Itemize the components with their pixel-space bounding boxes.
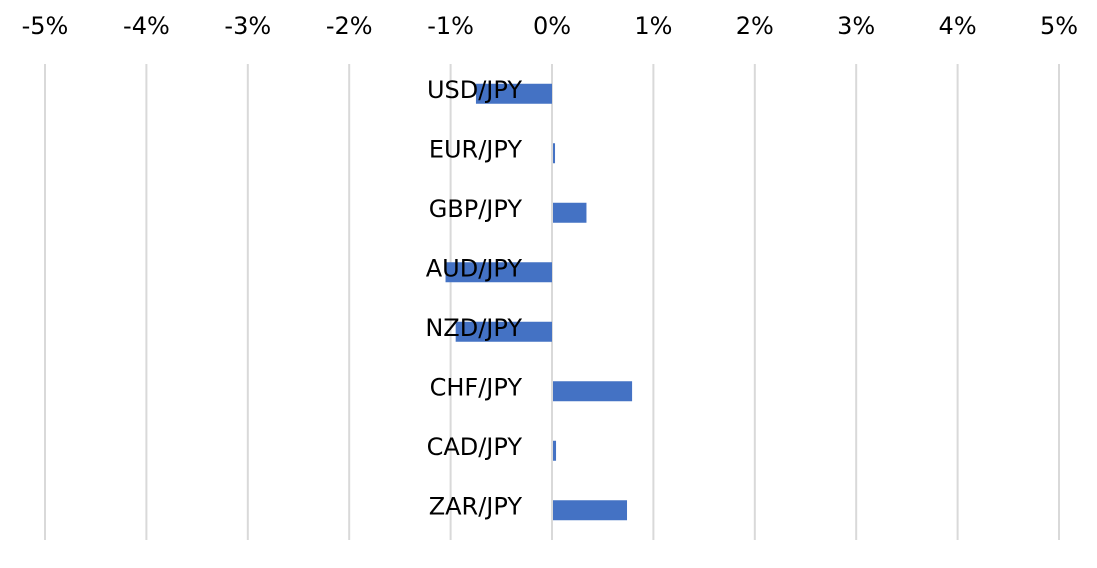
x-tick-label: -5% — [22, 12, 69, 40]
x-tick-label: -4% — [123, 12, 170, 40]
bar-zar-jpy — [553, 500, 628, 521]
category-label: GBP/JPY — [429, 195, 523, 223]
bar-aud-jpy — [445, 262, 552, 283]
bar-cad-jpy — [553, 440, 557, 461]
category-label: CHF/JPY — [430, 373, 523, 401]
category-label: USD/JPY — [427, 76, 522, 104]
bars — [445, 83, 633, 521]
bar-nzd-jpy — [455, 321, 552, 342]
x-tick-label: 1% — [634, 12, 672, 40]
category-labels: USD/JPY EUR/JPY GBP/JPY AUD/JPY NZD/JPY CHF/J… — [425, 76, 522, 521]
x-tick-label: 0% — [533, 12, 571, 40]
bar-chf-jpy — [553, 381, 633, 402]
x-tick-label: 3% — [837, 12, 875, 40]
bar-eur-jpy — [553, 143, 556, 164]
bar-usd-jpy — [475, 83, 552, 104]
bar-gbp-jpy — [553, 202, 587, 223]
gridlines — [44, 64, 1060, 540]
category-label: EUR/JPY — [429, 135, 523, 163]
x-tick-label: 4% — [939, 12, 977, 40]
x-axis-tick-labels: -5% -4% -3% -2% -1% 0% 1% 2% 3% 4% 5% — [22, 12, 1078, 40]
x-tick-label: -1% — [427, 12, 474, 40]
category-label: AUD/JPY — [426, 254, 523, 282]
x-tick-label: -3% — [224, 12, 271, 40]
x-tick-label: -2% — [326, 12, 373, 40]
x-tick-label: 2% — [736, 12, 774, 40]
x-tick-label: 5% — [1040, 12, 1078, 40]
category-label: NZD/JPY — [425, 314, 522, 342]
category-label: CAD/JPY — [427, 433, 523, 461]
category-label: ZAR/JPY — [429, 492, 523, 520]
